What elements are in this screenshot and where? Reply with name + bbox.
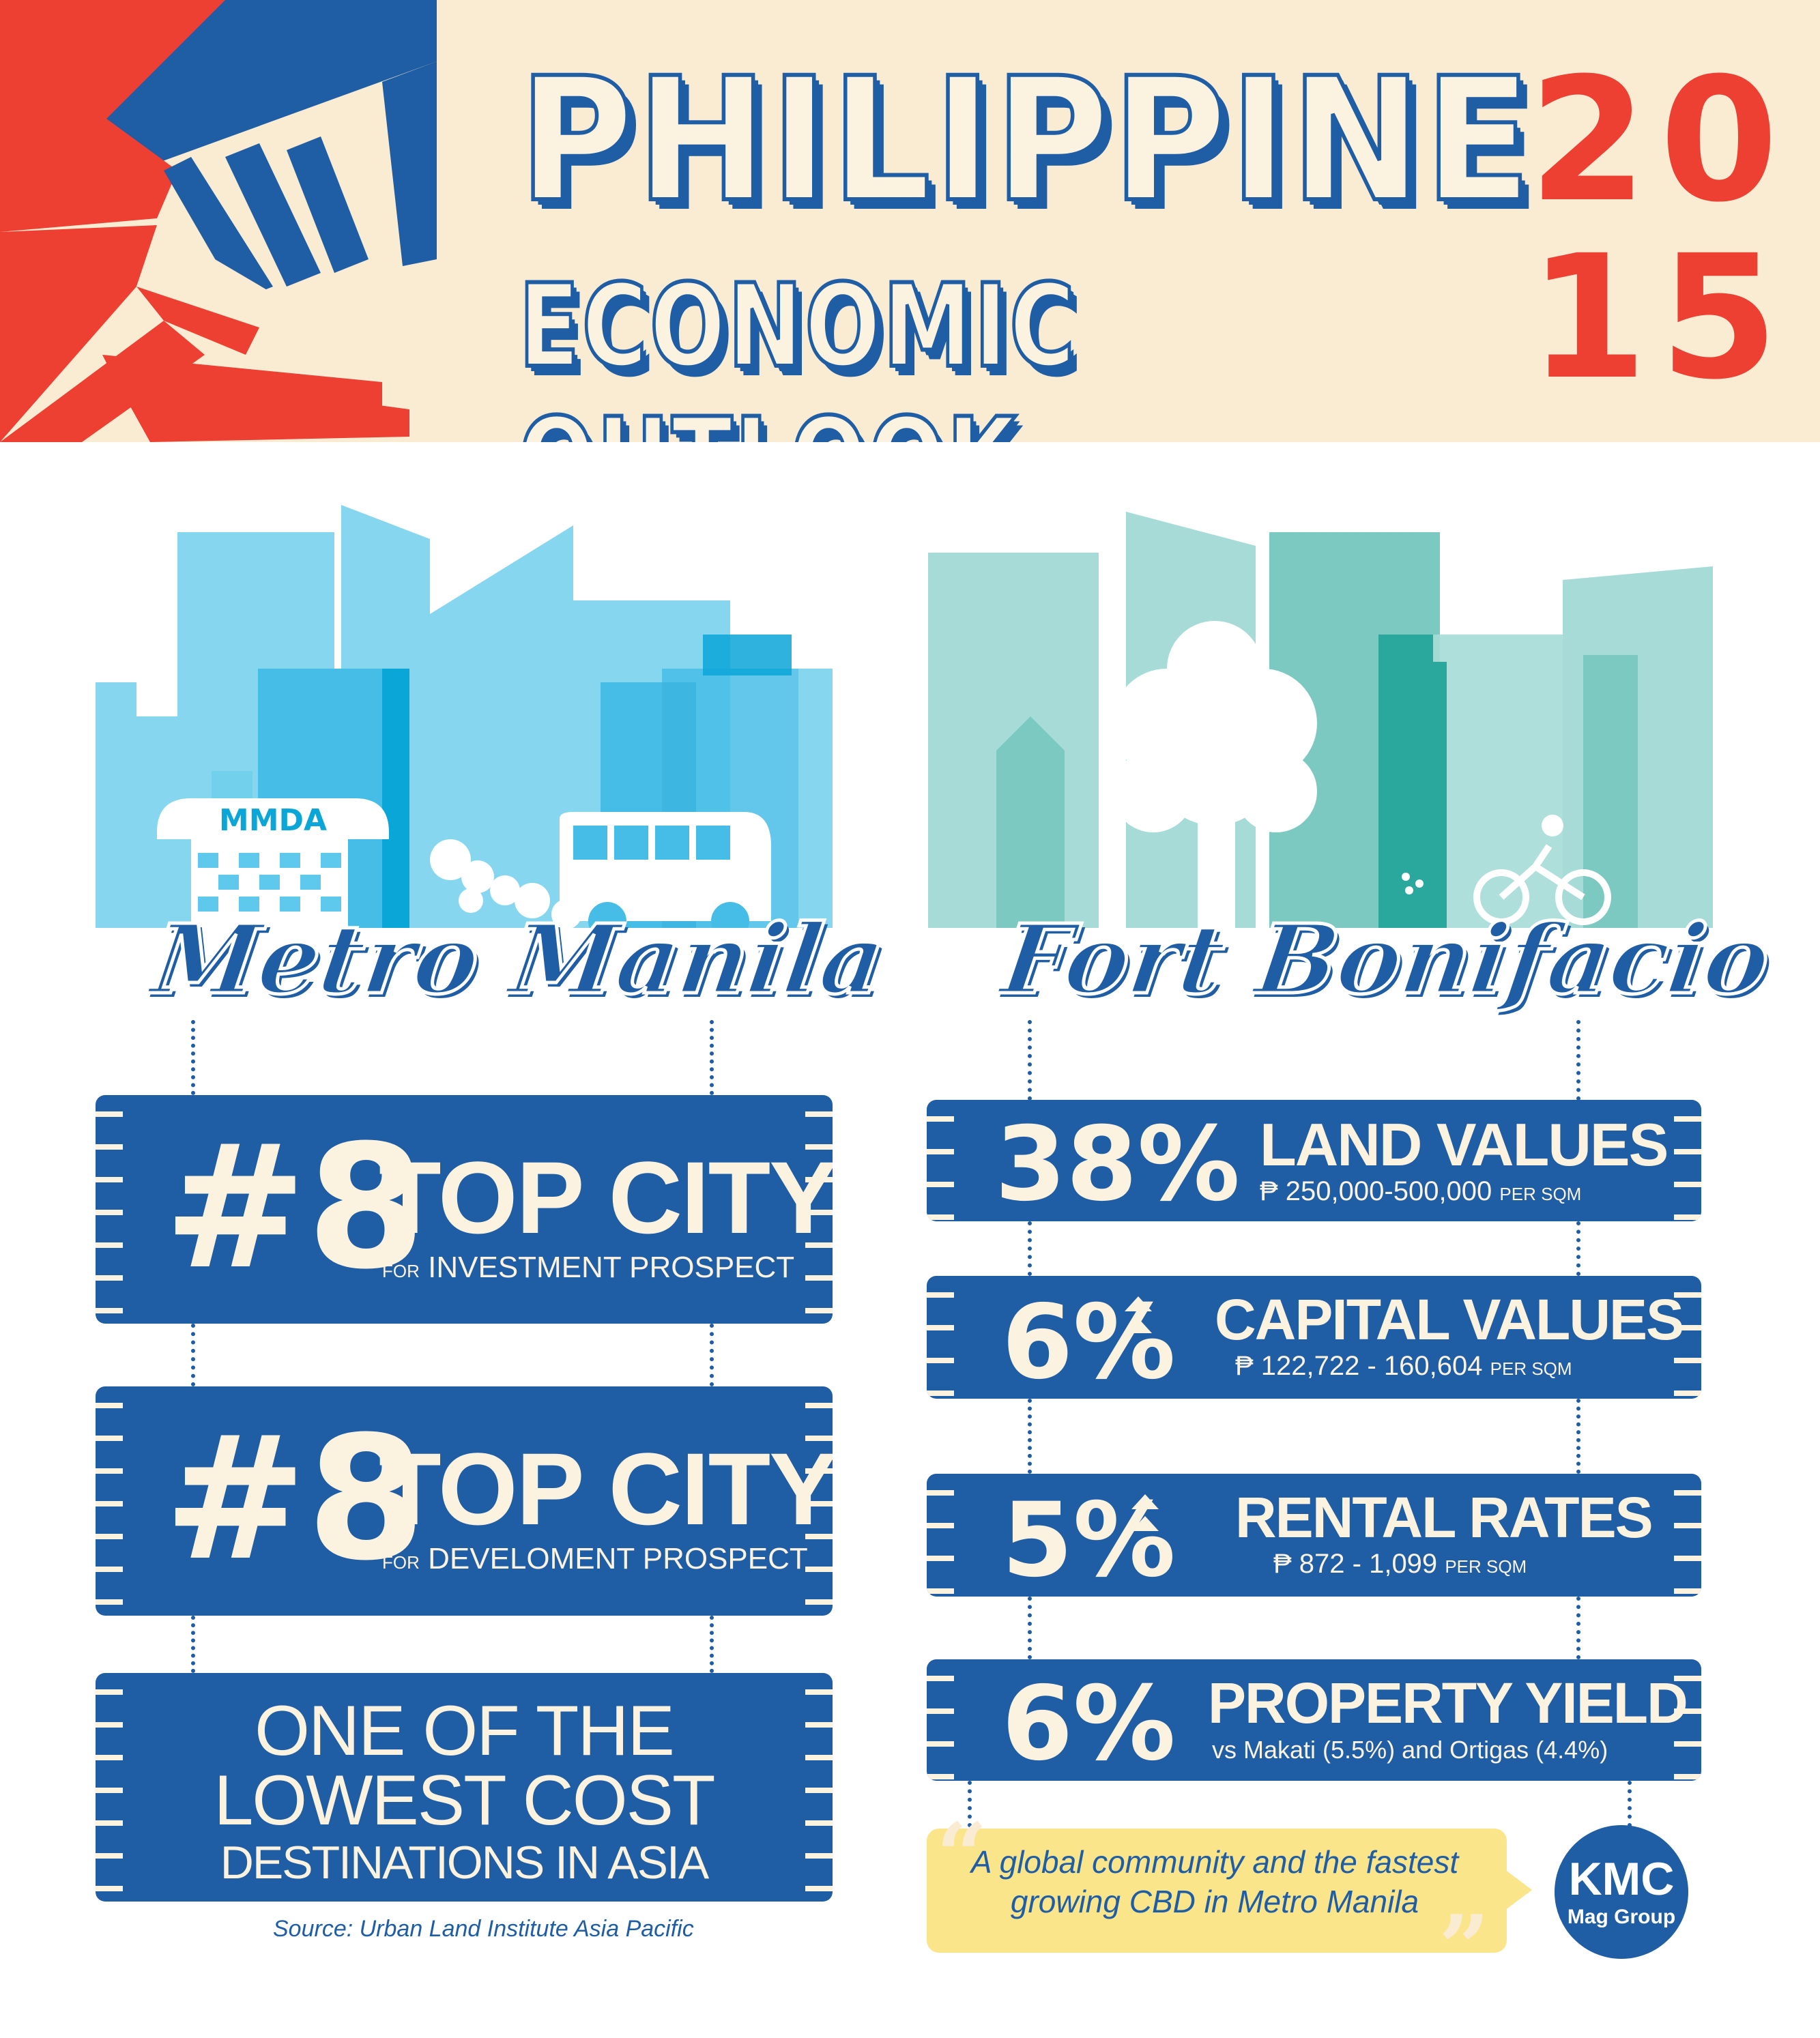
header-banner: PHILIPPINE ECONOMIC OUTLOOK 20 15 (0, 0, 1820, 442)
stat-heading: LAND VALUES (1260, 1111, 1669, 1178)
connector-dots (1028, 1399, 1032, 1474)
stat-heading: RENTAL RATES (1235, 1485, 1653, 1549)
stat-card-property-yield: 6% PROPERTY YIELD vs Makati (5.5%) and O… (927, 1659, 1701, 1781)
stat-card-capital-values: 6% CAPITAL VALUES ₱ 122,722 - 160,604 PE… (927, 1276, 1701, 1399)
card-heading: TOP CITY (379, 1431, 833, 1546)
ruler-ticks (1674, 1100, 1701, 1221)
fort-bonifacio-skyline (928, 512, 1713, 928)
stat-card-rental-rates: 5% RENTAL RATES ₱ 872 - 1,099 PER SQM (927, 1474, 1701, 1597)
kmc-logo: KMC Mag Group (1555, 1825, 1688, 1959)
metro-manila-skyline: MMDA (96, 505, 833, 928)
ruler-ticks (805, 1386, 833, 1616)
card-subtitle-text: INVESTMENT PROSPECT (428, 1251, 795, 1284)
stat-detail: vs Makati (5.5%) and Ortigas (4.4%) (1212, 1736, 1608, 1764)
metro-manila-card-lowest-cost: ONE OF THE LOWEST COST DESTINATIONS IN A… (96, 1673, 833, 1902)
ruler-ticks (805, 1095, 833, 1324)
stat-unit: PER SQM (1445, 1556, 1527, 1577)
stat-card-land-values: 38% LAND VALUES ₱ 250,000-500,000 PER SQ… (927, 1100, 1701, 1221)
card-subtitle-text: DEVELOMENT PROSPECT (428, 1542, 808, 1575)
stat-detail: ₱ 872 - 1,099 PER SQM (1273, 1549, 1527, 1580)
connector-dots (1576, 1221, 1580, 1276)
metro-manila-card-investment: #8 TOP CITY FOR INVESTMENT PROSPECT (96, 1095, 833, 1324)
lowest-cost-line-2: LOWEST COST (214, 1761, 715, 1840)
year-top: 20 (1529, 41, 1791, 239)
card-rank: #8 (164, 1108, 426, 1307)
connector-dots (1576, 1597, 1580, 1659)
ruler-ticks (927, 1659, 954, 1781)
ruler-ticks (96, 1673, 123, 1902)
ruler-ticks (1674, 1276, 1701, 1399)
card-rank: #8 (164, 1399, 426, 1598)
card-subtitle: FOR DEVELOMENT PROSPECT (382, 1542, 808, 1576)
stat-detail-text: ₱ 872 - 1,099 (1273, 1549, 1438, 1579)
stat-detail-text: ₱ 250,000-500,000 (1260, 1176, 1492, 1206)
ruler-ticks (96, 1386, 123, 1616)
logo-sub: Mag Group (1567, 1906, 1676, 1928)
sunburst-graphic (0, 0, 444, 442)
stat-detail-text: ₱ 122,722 - 160,604 (1235, 1351, 1483, 1381)
quote-bubble (927, 1829, 1507, 1953)
quote-bubble-tail (1505, 1869, 1532, 1910)
ruler-ticks (927, 1474, 954, 1597)
stat-value: 6% (1002, 1665, 1176, 1781)
connector-dots (1628, 1781, 1632, 1827)
connector-dots (191, 1324, 195, 1386)
year-bottom: 15 (1529, 218, 1791, 417)
connector-dots (710, 1324, 714, 1386)
logo-main: KMC (1568, 1853, 1675, 1905)
connector-dots (1028, 1020, 1032, 1101)
stat-heading: CAPITAL VALUES (1215, 1287, 1684, 1352)
ruler-ticks (805, 1673, 833, 1902)
ruler-ticks (96, 1095, 123, 1324)
stat-unit: PER SQM (1490, 1358, 1572, 1379)
up-arrow-icon (1125, 1296, 1152, 1333)
close-quote-icon: ” (1439, 1895, 1490, 2000)
ruler-ticks (1674, 1474, 1701, 1597)
connector-dots (1028, 1221, 1032, 1276)
connector-dots (1576, 1399, 1580, 1474)
connector-dots (191, 1616, 195, 1673)
stat-unit: PER SQM (1499, 1184, 1582, 1204)
metro-manila-title: Metro Manila (144, 903, 893, 1018)
fort-bonifacio-title: Fort Bonifacio (994, 903, 1778, 1018)
mmda-sign-text: MMDA (219, 803, 327, 838)
open-quote-icon: “ (936, 1803, 987, 1908)
stat-value: 38% (995, 1105, 1241, 1221)
connector-dots (1576, 1020, 1580, 1101)
connector-dots (191, 1020, 195, 1095)
metro-manila-card-development: #8 TOP CITY FOR DEVELOMENT PROSPECT (96, 1386, 833, 1616)
card-prefix: FOR (382, 1261, 420, 1281)
stat-detail: ₱ 122,722 - 160,604 PER SQM (1235, 1351, 1572, 1382)
connector-dots (710, 1020, 714, 1095)
quote-text: A global community and the fastest growi… (970, 1844, 1459, 1919)
card-heading: TOP CITY (379, 1140, 833, 1255)
lowest-cost-line-3: DESTINATIONS IN ASIA (220, 1837, 709, 1889)
title-line-2: ECONOMIC OUTLOOK (517, 257, 1078, 442)
up-arrow-icon (1131, 1494, 1159, 1531)
connector-dots (710, 1616, 714, 1673)
source-note: Source: Urban Land Institute Asia Pacifi… (273, 1916, 694, 1942)
connector-dots (1028, 1597, 1032, 1659)
card-subtitle: FOR INVESTMENT PROSPECT (382, 1251, 794, 1285)
card-prefix: FOR (382, 1552, 420, 1573)
ruler-ticks (927, 1100, 954, 1221)
connector-dots (968, 1781, 972, 1827)
lowest-cost-line-1: ONE OF THE (255, 1691, 675, 1771)
title-line-1: PHILIPPINE (517, 39, 1534, 242)
ruler-ticks (1674, 1659, 1701, 1781)
stat-heading: PROPERTY YIELD (1208, 1671, 1688, 1735)
stat-detail: ₱ 250,000-500,000 PER SQM (1260, 1176, 1581, 1207)
ruler-ticks (927, 1276, 954, 1399)
